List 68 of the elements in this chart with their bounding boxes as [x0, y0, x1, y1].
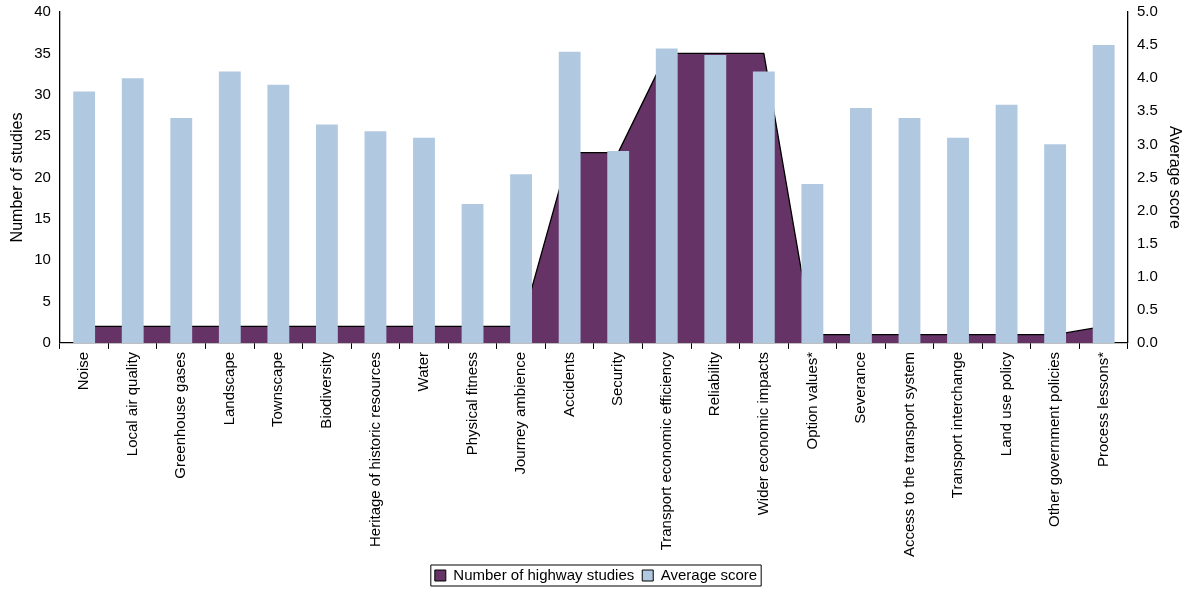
x-tick-label: Security	[608, 351, 626, 407]
x-tick-label: Transport interchange	[948, 351, 966, 499]
legend-label: Average score	[660, 565, 758, 583]
x-tick-label: Wider economic impacts	[753, 351, 771, 516]
x-tick-label: Noise	[74, 351, 92, 391]
bar	[1092, 45, 1115, 343]
bar	[607, 150, 630, 343]
y-tick-label: 10	[34, 250, 51, 268]
bar	[995, 104, 1018, 343]
y2-tick-label: 2.0	[1136, 200, 1158, 218]
x-tick-label: Severance	[851, 351, 869, 424]
x-tick-label: Land use policy	[996, 351, 1014, 457]
bar	[898, 117, 921, 343]
x-tick-label: Greenhouse gases	[171, 351, 189, 479]
x-tick-label: Landscape	[219, 351, 237, 426]
y-tick-label: 15	[34, 208, 51, 226]
bar	[461, 203, 484, 343]
x-tick-label: Townscape	[268, 351, 286, 427]
y-tick-label: 40	[34, 2, 51, 20]
x-tick-label: Journey ambience	[511, 351, 529, 475]
bar	[218, 71, 241, 343]
y-tick-label: 20	[34, 167, 51, 185]
bar	[558, 51, 581, 343]
x-tick-label: Local air quality	[122, 351, 140, 457]
y2-tick-label: 3.5	[1136, 101, 1158, 119]
x-tick-label: Reliability	[705, 351, 723, 417]
bar	[1044, 144, 1067, 343]
y-tick-label: 35	[34, 43, 51, 61]
bar	[73, 91, 96, 343]
y-tick-label: 0	[42, 333, 51, 351]
y2-tick-label: 3.0	[1136, 134, 1158, 152]
y2-tick-label: 0.0	[1136, 333, 1158, 351]
y-tick-label: 30	[34, 84, 51, 102]
bar	[850, 107, 872, 343]
bar	[510, 174, 533, 343]
y2-axis-title: Average score	[1166, 126, 1184, 229]
legend-label: Number of highway studies	[453, 565, 635, 583]
bar	[121, 78, 144, 343]
y-axis-title: Number of studies	[8, 112, 26, 243]
bar	[752, 71, 775, 343]
bar	[655, 48, 678, 343]
bar	[704, 55, 727, 343]
x-tick-label: Physical fitness	[462, 351, 480, 456]
x-tick-label: Transport economic efficiency	[656, 351, 674, 551]
bar	[267, 84, 290, 343]
x-tick-label: Accidents	[559, 351, 577, 417]
x-tick-label: Water	[414, 351, 432, 392]
x-tick-label: Heritage of historic resources	[365, 351, 383, 548]
x-tick-label: Access to the transport system	[899, 351, 917, 557]
x-tick-label: Process lessons*	[1093, 351, 1111, 467]
y2-tick-label: 2.5	[1136, 167, 1158, 185]
x-tick-label: Option values*	[802, 351, 820, 450]
bar	[947, 137, 969, 343]
y2-tick-label: 0.5	[1136, 299, 1158, 317]
bar	[801, 184, 824, 343]
bar	[413, 137, 435, 343]
y2-tick-label: 4.0	[1136, 68, 1158, 86]
y-tick-label: 5	[42, 291, 51, 309]
y2-tick-label: 1.5	[1136, 233, 1158, 251]
bar	[170, 117, 193, 343]
y2-tick-label: 1.0	[1136, 266, 1158, 284]
bar	[315, 124, 338, 343]
y2-tick-label: 4.5	[1136, 35, 1158, 53]
x-tick-label: Biodiversity	[317, 351, 335, 429]
y2-tick-label: 5.0	[1136, 2, 1158, 20]
x-tick-label: Other government policies	[1045, 351, 1063, 528]
y-tick-label: 25	[34, 126, 51, 144]
bar	[364, 131, 387, 343]
